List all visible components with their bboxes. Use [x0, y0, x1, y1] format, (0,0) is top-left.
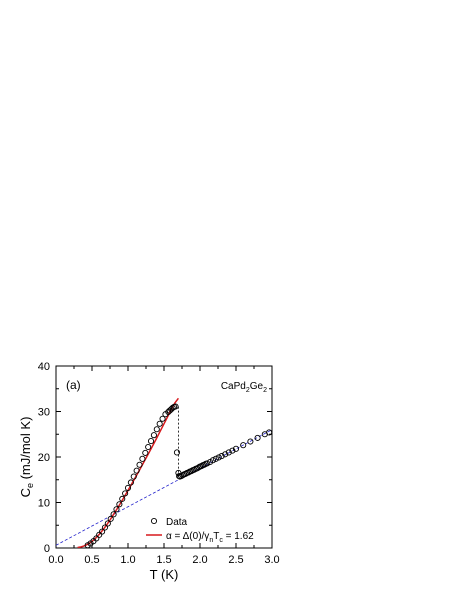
x-tick-label: 0.5 [84, 554, 99, 566]
data-point [139, 455, 146, 462]
data-point [159, 415, 166, 422]
data-point [133, 467, 140, 474]
y-tick-label: 10 [38, 498, 50, 510]
x-tick-label: 1.0 [120, 554, 135, 566]
y-tick-label: 20 [38, 452, 50, 464]
data-point [110, 511, 117, 518]
data-point [113, 506, 120, 513]
x-tick-label: 1.5 [156, 554, 171, 566]
data-point [232, 445, 240, 452]
y-axis-label: Ce (mJ/mol K) [18, 417, 35, 498]
data-point [116, 501, 123, 508]
data-point [229, 447, 236, 454]
y-tick-label: 30 [38, 407, 50, 419]
data-point [215, 454, 222, 461]
data-point [266, 429, 272, 436]
data-point [222, 451, 229, 458]
y-tick-label: 0 [44, 543, 50, 555]
legend: Data α = Δ(0)/γnTc = 1.62 [146, 517, 254, 544]
data-point [93, 535, 100, 542]
data-point [218, 453, 225, 460]
data-point [130, 473, 137, 480]
data-point [119, 495, 126, 502]
x-axis-label: T (K) [150, 567, 179, 582]
data-point [201, 461, 208, 468]
data-point [172, 403, 179, 410]
data-point [247, 438, 254, 445]
plot-area [56, 397, 272, 548]
sample-label: CaPd2Ge2 [221, 381, 267, 394]
panel-label: (a) [66, 378, 81, 392]
data-markers [84, 403, 272, 548]
data-point [212, 455, 219, 462]
data-point [147, 438, 155, 445]
x-tick-label: 2.5 [228, 554, 243, 566]
data-point [122, 490, 129, 497]
data-point [99, 528, 106, 535]
x-tick-label: 3.0 [264, 554, 279, 566]
x-tick-label: 2.0 [192, 554, 207, 566]
data-point [150, 432, 157, 439]
plot-frame [55, 365, 273, 549]
data-point [156, 420, 163, 427]
data-point [136, 461, 143, 468]
data-point [204, 460, 211, 467]
y-tick-label: 40 [38, 361, 50, 373]
axis-ticks [55, 365, 273, 549]
data-point [124, 484, 132, 491]
data-point [107, 515, 114, 522]
x-tick-label: 0.0 [48, 554, 63, 566]
legend-data-label: Data [166, 517, 188, 528]
tick-labels: 0.0 0.5 1.0 1.5 2.0 2.5 3.0 0 10 20 30 40 [38, 361, 280, 566]
legend-fit-label: α = Δ(0)/γnTc = 1.62 [166, 531, 254, 544]
data-point [145, 443, 152, 451]
fit-curve [77, 397, 179, 548]
data-point [169, 404, 176, 411]
data-point [127, 479, 134, 486]
data-point [153, 426, 160, 433]
data-point [225, 449, 232, 456]
data-point [209, 457, 217, 464]
normal-state-line [56, 429, 272, 546]
data-point [101, 524, 109, 531]
data-point [240, 442, 247, 449]
data-point [142, 449, 149, 456]
legend-data-marker [150, 517, 158, 525]
data-point [104, 520, 111, 527]
data-point [173, 449, 181, 456]
data-point [254, 434, 261, 441]
